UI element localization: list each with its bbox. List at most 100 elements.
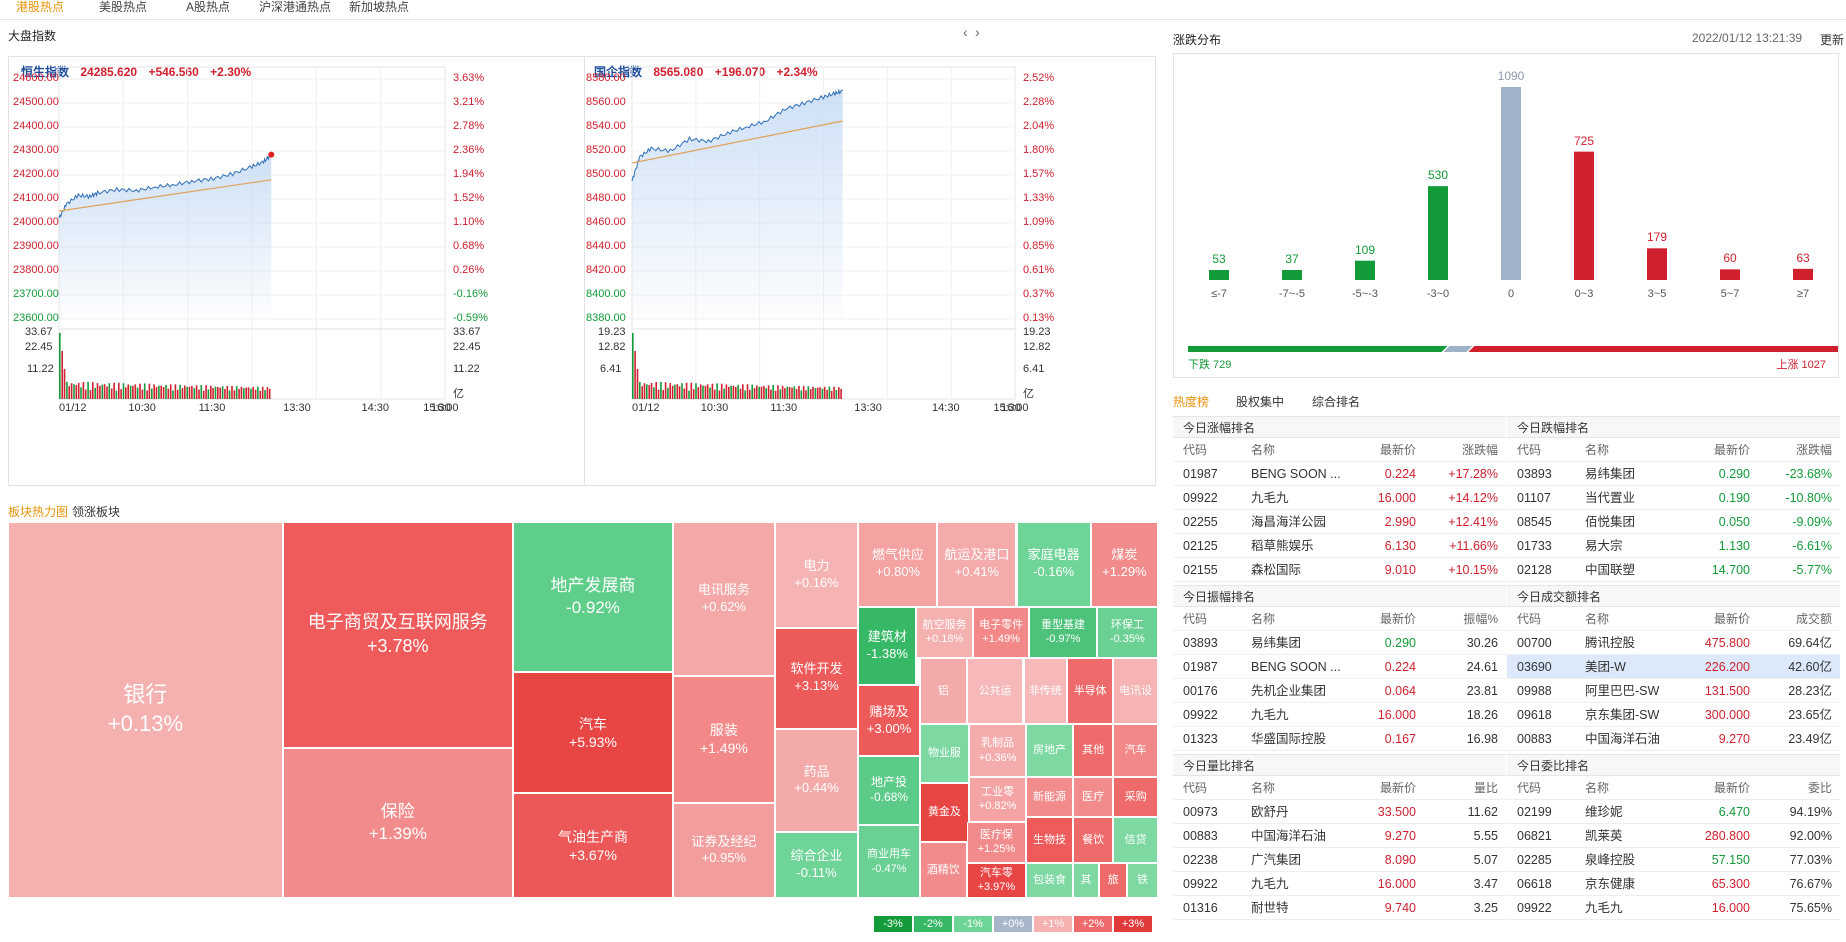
- rank-row[interactable]: 02125 稻草熊娱乐 6.130 +11.66%: [1173, 534, 1506, 558]
- rank-row[interactable]: 00176 先机企业集团 0.064 23.81: [1173, 679, 1506, 703]
- rank-row[interactable]: 09988 阿里巴巴-SW 131.500 28.23亿: [1507, 679, 1840, 703]
- rank-row[interactable]: 03690 美团-W 226.200 42.60亿: [1507, 655, 1840, 679]
- tab-hk-hot[interactable]: 港股热点: [16, 0, 65, 14]
- sector-cell[interactable]: 燃气供应 +0.80%: [858, 522, 938, 607]
- rank-row[interactable]: 01316 耐世特 9.740 3.25: [1173, 896, 1506, 920]
- time-tick: 14:30: [932, 402, 960, 414]
- sector-cell[interactable]: 黄金及: [919, 782, 970, 842]
- hscei-pct: +2.34%: [776, 65, 818, 79]
- chevron-right-icon[interactable]: ›: [975, 24, 980, 40]
- rank-row[interactable]: 02255 海昌海洋公园 2.990 +12.41%: [1173, 510, 1506, 534]
- sector-cell[interactable]: 铁: [1127, 862, 1158, 899]
- tab-leading-sectors[interactable]: 领涨板块: [72, 505, 121, 519]
- sector-cell[interactable]: 航空服务 +0.18%: [916, 606, 973, 659]
- sector-cell[interactable]: 赌场及 +3.00%: [858, 685, 920, 756]
- rank-row[interactable]: 02128 中国联塑 14.700 -5.77%: [1507, 558, 1840, 582]
- sector-cell[interactable]: 商业用车 -0.47%: [858, 825, 920, 899]
- sector-cell[interactable]: 航运及港口 +0.41%: [937, 522, 1017, 607]
- tab-hot-rank[interactable]: 热度榜: [1173, 395, 1210, 409]
- sector-cell[interactable]: 综合企业 -0.11%: [774, 832, 859, 898]
- rank-row[interactable]: 03893 易纬集团 0.290 30.26: [1173, 631, 1506, 655]
- sector-pct: +0.36%: [978, 751, 1017, 764]
- rank-row[interactable]: 09922 九毛九 16.000 18.26: [1173, 703, 1506, 727]
- sector-cell[interactable]: 铝: [919, 658, 967, 725]
- sector-cell[interactable]: 服装 +1.49%: [673, 675, 775, 803]
- rank-row[interactable]: 02199 维珍妮 6.470 94.19%: [1507, 800, 1840, 824]
- chevron-left-icon[interactable]: ‹: [963, 24, 968, 40]
- sector-cell[interactable]: 煤炭 +1.29%: [1090, 522, 1158, 607]
- volume-bar: [99, 385, 101, 399]
- rank-cell: 131.500: [1704, 684, 1750, 698]
- sector-cell[interactable]: 采购: [1113, 777, 1158, 817]
- rank-row[interactable]: 09922 九毛九 16.000 +14.12%: [1173, 486, 1506, 510]
- rank-row[interactable]: 03893 易纬集团 0.290 -23.68%: [1507, 462, 1840, 486]
- sector-cell[interactable]: 工业零 +0.82%: [969, 777, 1026, 822]
- tab-overall-rank[interactable]: 综合排名: [1312, 395, 1361, 409]
- rank-row[interactable]: 09922 九毛九 16.000 3.47: [1173, 872, 1506, 896]
- sector-cell[interactable]: 证券及经纪 +0.95%: [673, 802, 775, 898]
- rank-row[interactable]: 01733 易大宗 1.130 -6.61%: [1507, 534, 1840, 558]
- sector-cell[interactable]: 其他: [1073, 724, 1114, 777]
- rank-row[interactable]: 01323 华盛国际控股 0.167 16.98: [1173, 727, 1506, 751]
- tab-sg-hot[interactable]: 新加坡热点: [349, 0, 410, 14]
- sector-cell[interactable]: 生物技: [1025, 816, 1074, 863]
- sector-cell[interactable]: 电讯服务 +0.62%: [673, 522, 775, 676]
- rank-row[interactable]: 06618 京东健康 65.300 76.67%: [1507, 872, 1840, 896]
- sector-cell[interactable]: 地产发展商 -0.92%: [512, 522, 674, 673]
- sector-cell[interactable]: 银行 +0.13%: [8, 522, 283, 898]
- sector-cell[interactable]: 医疗保 +1.25%: [966, 821, 1026, 863]
- rank-row[interactable]: 08545 佰悦集团 0.050 -9.09%: [1507, 510, 1840, 534]
- rank-row[interactable]: 00883 中国海洋石油 9.270 23.49亿: [1507, 727, 1840, 751]
- sector-cell[interactable]: 半导体: [1067, 658, 1114, 725]
- rank-row[interactable]: 00700 腾讯控股 475.800 69.64亿: [1507, 631, 1840, 655]
- tab-connect-hot[interactable]: 沪深港通热点: [259, 0, 332, 14]
- sector-cell[interactable]: 电子零件 +1.49%: [972, 606, 1030, 659]
- tab-equity-concentration[interactable]: 股权集中: [1236, 395, 1285, 409]
- tab-sector-heatmap[interactable]: 板块热力图: [8, 505, 69, 519]
- sector-cell[interactable]: 信贷: [1113, 816, 1158, 863]
- sector-cell[interactable]: 乳制品 +0.36%: [969, 724, 1026, 777]
- rank-row[interactable]: 09922 九毛九 16.000 75.65%: [1507, 896, 1840, 920]
- sector-cell[interactable]: 地产投 -0.68%: [858, 755, 920, 826]
- sector-cell[interactable]: 家庭电器 -0.16%: [1016, 522, 1091, 607]
- sector-cell[interactable]: 旅: [1099, 862, 1128, 899]
- sector-cell[interactable]: 汽车 +5.93%: [512, 672, 674, 794]
- sector-cell[interactable]: 餐饮: [1073, 816, 1114, 863]
- sector-cell[interactable]: 重型基建 -0.97%: [1029, 606, 1097, 659]
- rank-row[interactable]: 02238 广汽集团 8.090 5.07: [1173, 848, 1506, 872]
- sector-cell[interactable]: 非传统: [1023, 658, 1068, 725]
- refresh-button[interactable]: 更新: [1820, 33, 1845, 47]
- rank-row[interactable]: 01987 BENG SOON ... 0.224 +17.28%: [1173, 462, 1506, 486]
- sector-cell[interactable]: 汽车: [1113, 724, 1158, 777]
- sector-cell[interactable]: 环保工 -0.35%: [1096, 606, 1158, 659]
- rank-row[interactable]: 06821 凯莱英 280.800 92.00%: [1507, 824, 1840, 848]
- sector-cell[interactable]: 新能源: [1025, 777, 1074, 817]
- sector-cell[interactable]: 电讯设: [1113, 658, 1158, 725]
- sector-cell[interactable]: 物业服: [919, 724, 970, 783]
- sector-name: 医疗保: [979, 828, 1013, 841]
- rank-row[interactable]: 01107 当代置业 0.190 -10.80%: [1507, 486, 1840, 510]
- sector-cell[interactable]: 汽车零 +3.97%: [966, 862, 1026, 899]
- volume-bar: [636, 369, 639, 399]
- sector-cell[interactable]: 医疗: [1073, 777, 1114, 817]
- sector-cell[interactable]: 包装食: [1025, 862, 1074, 899]
- tab-a-share-hot[interactable]: A股热点: [186, 0, 231, 14]
- rank-row[interactable]: 02155 森松国际 9.010 +10.15%: [1173, 558, 1506, 582]
- sector-cell[interactable]: 软件开发 +3.13%: [774, 627, 859, 729]
- sector-cell[interactable]: 酒精饮: [919, 841, 967, 898]
- sector-cell[interactable]: 房地产: [1025, 724, 1074, 777]
- sector-cell[interactable]: 气油生产商 +3.67%: [512, 793, 674, 898]
- rank-row[interactable]: 00973 欧舒丹 33.500 11.62: [1173, 800, 1506, 824]
- tab-us-hot[interactable]: 美股热点: [99, 0, 148, 14]
- sector-cell[interactable]: 电子商贸及互联网服务 +3.78%: [282, 522, 513, 748]
- sector-cell[interactable]: 保险 +1.39%: [282, 747, 513, 898]
- sector-cell[interactable]: 公共运: [966, 658, 1024, 725]
- rank-row[interactable]: 00883 中国海洋石油 9.270 5.55: [1173, 824, 1506, 848]
- rank-row[interactable]: 09618 京东集团-SW 300.000 23.65亿: [1507, 703, 1840, 727]
- rank-row[interactable]: 02285 泉峰控股 57.150 77.03%: [1507, 848, 1840, 872]
- sector-cell[interactable]: 药品 +0.44%: [774, 728, 859, 833]
- sector-cell[interactable]: 其: [1073, 862, 1099, 899]
- sector-cell[interactable]: 电力 +0.16%: [774, 522, 859, 628]
- rank-row[interactable]: 01987 BENG SOON ... 0.224 24.61: [1173, 655, 1506, 679]
- sector-cell[interactable]: 建筑材 -1.38%: [858, 606, 917, 686]
